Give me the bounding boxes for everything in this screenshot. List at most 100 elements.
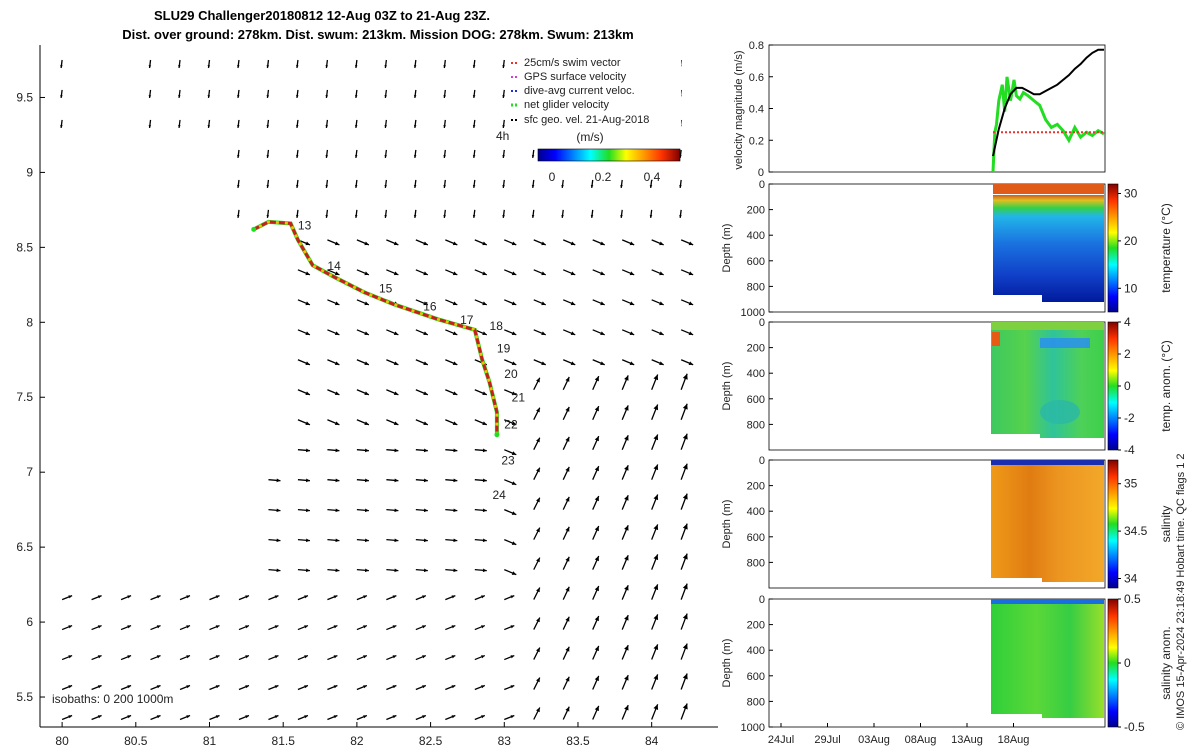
depth-tick-label: 0 [759, 594, 765, 606]
velocity-arrowhead [335, 448, 340, 453]
sanom-surface-dots [991, 599, 1104, 604]
map-y-tick-label: 5.5 [16, 690, 33, 704]
velocity-arrowhead [565, 466, 570, 472]
velocity-arrowhead [659, 331, 664, 336]
velocity-arrowhead [413, 65, 417, 68]
velocity-arrowhead [127, 655, 132, 659]
velocity-arrowhead [443, 125, 446, 128]
velocity-arrowhead [304, 715, 308, 719]
velocity-arrowhead [394, 478, 399, 483]
depth-tick-label: 200 [747, 343, 765, 355]
velocity-arrowhead [624, 675, 629, 681]
day-label: 22 [504, 418, 518, 432]
velocity-arrowhead [364, 568, 369, 573]
velocity-arrowhead [364, 538, 369, 543]
velocity-arrowhead [624, 495, 629, 501]
velocity-arrowhead [653, 704, 659, 711]
velocity-arrowhead [510, 625, 515, 629]
velocity-arrowhead [423, 241, 428, 246]
salinity-surface-dots [991, 460, 1104, 465]
velocity-arrowhead [482, 241, 487, 246]
velocity-arrowhead [594, 556, 599, 562]
velocity-arrowhead [97, 595, 102, 599]
date-tick-label: 18Aug [998, 734, 1030, 746]
velocity-arrowhead [531, 215, 535, 218]
velocity-arrowhead [443, 95, 446, 98]
velocity-arrowhead [565, 376, 570, 382]
velocity-arrowhead [237, 215, 240, 218]
map-x-tick-label: 81.5 [272, 734, 296, 748]
net-glider-track [252, 219, 499, 435]
day-label: 24 [492, 488, 506, 502]
velocity-arrowhead [97, 685, 102, 689]
velocity-arrowhead [364, 271, 369, 276]
velocity-arrowhead [276, 568, 281, 573]
velocity-arrowhead [274, 715, 279, 719]
velocity-arrowhead [384, 125, 387, 128]
velocity-arrowhead [653, 614, 659, 621]
velocity-arrowhead [354, 155, 358, 158]
velocity-arrowhead [511, 301, 517, 306]
velocity-series-net-glider-velocity [991, 76, 1105, 173]
velocity-arrowhead [565, 706, 570, 712]
velocity-arrowhead [245, 715, 249, 719]
velocity-arrowhead [207, 95, 211, 98]
velocity-arrowhead [682, 703, 688, 710]
map-y-tick-label: 8 [26, 315, 33, 329]
velocity-arrowhead [594, 496, 599, 502]
depth-tick-label: 400 [747, 645, 765, 657]
velocity-arrowhead [392, 655, 397, 659]
velocity-arrowhead [393, 271, 399, 276]
velocity-arrowhead [97, 715, 102, 719]
velocity-arrowhead [363, 715, 367, 719]
depth-axis-label: Depth (m) [721, 224, 733, 273]
velocity-arrowhead [511, 271, 517, 276]
velocity-arrowhead [325, 65, 329, 68]
velocity-arrowhead [511, 511, 517, 515]
velocity-arrowhead [237, 125, 240, 128]
velocity-y-tick-label: 0.6 [749, 72, 764, 84]
velocity-arrowhead [306, 448, 310, 453]
velocity-arrowhead [276, 478, 281, 483]
velocity-arrowhead [511, 541, 517, 545]
velocity-arrowhead [536, 587, 540, 593]
velocity-arrowhead [531, 155, 535, 158]
colorbar-label: temperature (°C) [1159, 203, 1173, 293]
velocity-arrowhead [237, 95, 240, 98]
depth-tick-label: 400 [747, 368, 765, 380]
velocity-arrowhead [364, 241, 369, 246]
salinity-panel [768, 459, 1106, 589]
velocity-arrowhead [334, 301, 340, 306]
colorbar-tick-label: 34 [1124, 572, 1138, 586]
velocity-arrowhead [594, 645, 599, 652]
velocity-arrowhead [653, 434, 659, 441]
velocity-arrowhead [570, 271, 576, 276]
velocity-arrowhead [413, 125, 417, 128]
velocity-arrowhead [590, 185, 594, 188]
velocity-arrowhead [536, 467, 540, 473]
velocity-arrowhead [565, 616, 570, 622]
velocity-arrowhead [413, 215, 417, 218]
velocity-arrowhead [472, 95, 476, 98]
velocity-arrowhead [594, 675, 599, 682]
map-y-tick-label: 6 [26, 615, 33, 629]
velocity-arrowhead [305, 361, 310, 366]
depth-axis-label: Depth (m) [721, 362, 733, 411]
day-labels: 13 14 15 16 17 18 19 20 21 22 23 24 [298, 218, 525, 502]
velocity-arrowhead [97, 655, 102, 659]
velocity-arrowhead [394, 448, 399, 453]
velocity-arrowhead [364, 331, 369, 336]
velocity-arrowhead [510, 715, 515, 719]
velocity-arrowhead [653, 554, 659, 561]
date-tick-label: 29Jul [814, 734, 840, 746]
velocity-arrowhead [334, 361, 340, 366]
colorbar-title: (m/s) [576, 130, 603, 144]
velocity-arrowhead [423, 568, 428, 573]
velocity-arrowhead [306, 508, 310, 513]
velocity-arrowhead [335, 478, 340, 483]
velocity-arrowhead [335, 568, 340, 573]
glider-track [251, 219, 500, 438]
velocity-arrowhead [679, 215, 682, 218]
